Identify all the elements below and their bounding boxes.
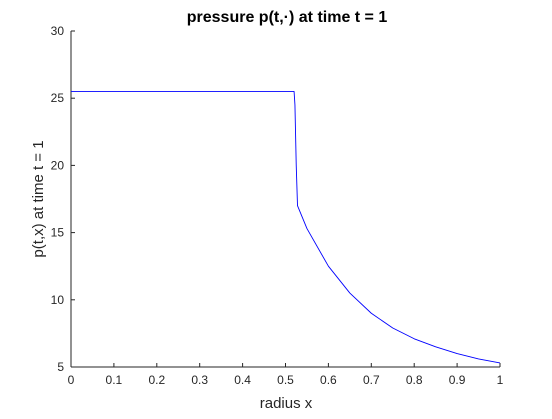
x-tick-label: 0.7 (363, 373, 380, 387)
y-tick-label: 30 (51, 24, 65, 38)
y-tick-label: 5 (57, 360, 64, 374)
x-axis-label: radius x (260, 395, 313, 412)
y-ticks: 5 10 15 20 25 30 (51, 24, 75, 374)
x-tick-label: 0.6 (320, 373, 337, 387)
x-tick-label: 0.5 (277, 373, 294, 387)
y-tick-label: 20 (51, 158, 65, 172)
x-ticks: 0 0.1 0.2 0.3 0.4 0.5 0.6 0.7 0.8 0.9 1 (68, 363, 504, 387)
chart-title: pressure p(t,·) at time t = 1 (187, 9, 388, 26)
x-tick-label: 0.9 (449, 373, 466, 387)
x-tick-label: 0.3 (191, 373, 208, 387)
series-layer (71, 91, 501, 364)
plot-axes (70, 31, 500, 368)
x-tick-label: 1 (497, 373, 504, 387)
x-tick-label: 0.2 (148, 373, 165, 387)
x-tick-label: 0.1 (106, 373, 123, 387)
y-tick-label: 10 (51, 293, 65, 307)
pressure-series-line (71, 91, 501, 364)
x-tick-label: 0.4 (234, 373, 251, 387)
y-tick-label: 15 (51, 226, 65, 240)
y-tick-label: 25 (51, 91, 65, 105)
x-tick-label: 0.8 (406, 373, 423, 387)
y-axis-label: p(t,x) at time t = 1 (30, 140, 47, 257)
x-tick-label: 0 (68, 373, 75, 387)
